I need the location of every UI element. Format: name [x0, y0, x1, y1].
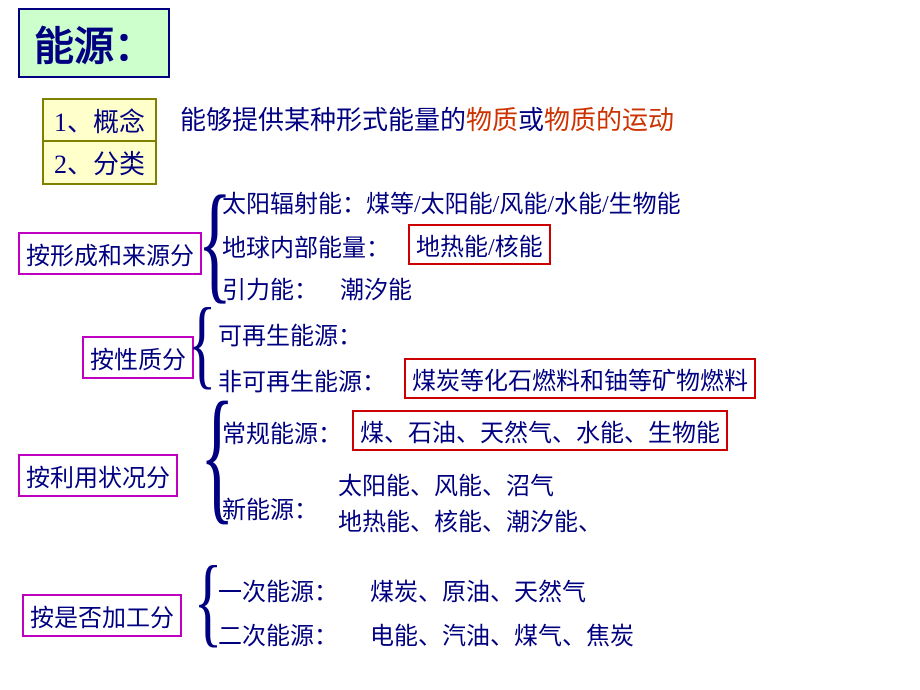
class3-r1a: 常规能源：	[222, 414, 342, 449]
class4-label: 按是否加工分	[22, 594, 182, 637]
class1-r2b: 地热能/核能	[408, 224, 551, 265]
class3-r2b2: 地热能、核能、潮汐能、	[338, 502, 602, 537]
class2-label: 按性质分	[82, 336, 194, 379]
class4-r2a: 二次能源：	[218, 616, 338, 651]
def-p1: 能够提供某种形式能量的	[180, 106, 466, 135]
class2-r2b: 煤炭等化石燃料和铀等矿物燃料	[404, 358, 756, 399]
def-p2: 物质	[466, 106, 518, 135]
class1-r3a: 引力能：	[222, 270, 318, 305]
definition-text: 能够提供某种形式能量的物质或物质的运动	[180, 100, 674, 137]
class1-label: 按形成和来源分	[18, 232, 202, 275]
section-2-num: 2、分类	[42, 140, 157, 185]
brace-2: {	[188, 308, 217, 378]
class3-r1b: 煤、石油、天然气、水能、生物能	[352, 410, 728, 451]
class2-r2a: 非可再生能源：	[218, 362, 386, 397]
class4-r1a: 一次能源：	[218, 572, 338, 607]
class1-r2a: 地球内部能量：	[222, 228, 390, 263]
section-1-num: 1、概念	[42, 98, 157, 143]
class2-r1a: 可再生能源：	[218, 316, 362, 351]
class3-r2a: 新能源：	[222, 490, 318, 525]
class4-r2b: 电能、汽油、煤气、焦炭	[370, 616, 634, 651]
class1-r3b: 潮汐能	[340, 270, 412, 305]
def-p4: 物质的运动	[544, 106, 674, 135]
class4-r1b: 煤炭、原油、天然气	[370, 572, 586, 607]
page-title: 能源：	[18, 8, 170, 78]
class3-r2b1: 太阳能、风能、沼气	[338, 466, 554, 501]
class3-label: 按利用状况分	[18, 454, 178, 497]
class1-r1: 太阳辐射能：煤等/太阳能/风能/水能/生物能	[222, 184, 681, 219]
def-p3: 或	[518, 106, 544, 135]
